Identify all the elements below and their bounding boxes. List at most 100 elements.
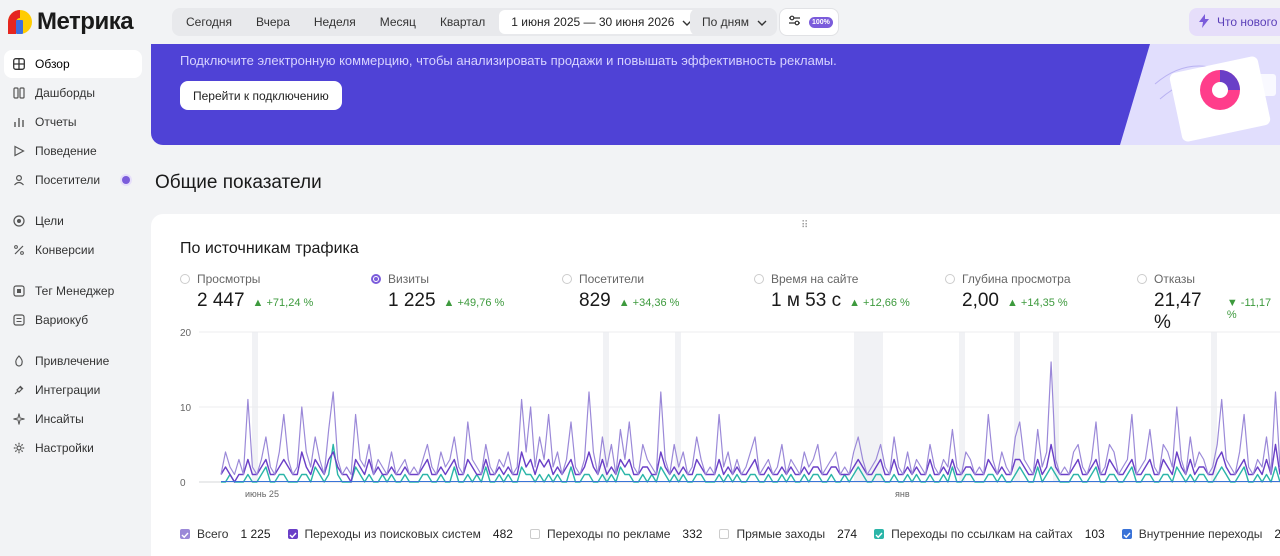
logo-text: Метрика <box>37 8 134 35</box>
sidebar-item-4[interactable]: Посетители <box>4 166 142 194</box>
metric-value-row: 829 ▲ +34,36 % <box>562 290 679 312</box>
sidebar-item-0[interactable]: Обзор <box>4 50 142 78</box>
sampling-badge: 100% <box>809 16 833 28</box>
sidebar-nav: Обзор Дашборды Отчеты Поведение Посетители Це… <box>4 50 142 463</box>
metric-3[interactable]: Время на сайте 1 м 53 с ▲ +12,66 % <box>754 272 910 312</box>
chevron-down-icon <box>757 15 767 29</box>
metric-radio[interactable] <box>562 274 572 284</box>
chart-svg: 20 10 0 июнь 25 янв <box>180 328 1280 499</box>
metric-label: Просмотры <box>180 272 313 286</box>
metric-radio[interactable] <box>1137 274 1147 284</box>
notification-dot <box>122 176 130 184</box>
percent-icon <box>12 244 25 257</box>
sidebar-item-5[interactable]: Цели <box>4 207 142 235</box>
period-week-button[interactable]: Неделя <box>313 15 356 29</box>
sidebar-item-11[interactable]: Инсайты <box>4 405 142 433</box>
sidebar-item-2[interactable]: Отчеты <box>4 108 142 136</box>
sidebar-item-label: Интеграции <box>35 383 101 397</box>
connect-button[interactable]: Перейти к подключению <box>180 81 342 110</box>
bar-chart-icon <box>12 116 25 129</box>
sidebar-item-3[interactable]: Поведение <box>4 137 142 165</box>
sampling-filter-button[interactable]: 100% <box>779 8 839 36</box>
legend-value: 332 <box>682 527 703 541</box>
sidebar-item-12[interactable]: Настройки <box>4 434 142 462</box>
series-line-search <box>220 443 1280 483</box>
metric-delta: ▲ +71,24 % <box>252 297 314 309</box>
legend-value: 274 <box>837 527 858 541</box>
sidebar-item-label: Вариокуб <box>35 313 89 327</box>
legend-item-0[interactable]: Всего 1 225 <box>180 527 271 541</box>
period-yesterday-button[interactable]: Вчера <box>256 15 290 29</box>
metric-radio[interactable] <box>754 274 764 284</box>
metric-value-row: 2 447 ▲ +71,24 % <box>180 290 313 312</box>
metric-label: Время на сайте <box>754 272 910 286</box>
drag-handle-icon[interactable]: ⠿ <box>801 220 808 231</box>
metric-value: 2 447 <box>197 290 245 311</box>
banner-text: Подключите электронную коммерцию, чтобы … <box>180 53 837 68</box>
metric-4[interactable]: Глубина просмотра 2,00 ▲ +14,35 % <box>945 272 1071 312</box>
metric-1[interactable]: Визиты 1 225 ▲ +49,76 % <box>371 272 504 312</box>
sparkle-icon <box>12 413 25 426</box>
period-month-button[interactable]: Месяц <box>379 15 416 29</box>
metric-value-row: 1 225 ▲ +49,76 % <box>371 290 504 312</box>
target-icon <box>12 215 25 228</box>
legend-item-3[interactable]: Прямые заходы 274 <box>719 527 857 541</box>
legend-item-5[interactable]: Внутренние переходы 28 <box>1121 527 1280 541</box>
metric-value: 829 <box>579 290 611 311</box>
chart-legend: Всего 1 225 Переходы из поисковых систем 48… <box>180 527 1280 541</box>
tag-icon <box>12 285 25 298</box>
whats-new-button[interactable]: Что нового <box>1189 8 1280 36</box>
metrica-logo-icon <box>7 9 33 35</box>
metric-label-text: Отказы <box>1154 272 1196 286</box>
traffic-chart: 20 10 0 июнь 25 янв <box>171 322 1280 499</box>
sidebar-item-7[interactable]: Тег Менеджер <box>4 277 142 305</box>
sidebar-item-10[interactable]: Интеграции <box>4 376 142 404</box>
legend-checkbox[interactable] <box>529 529 540 539</box>
y-tick-label: 10 <box>180 403 192 414</box>
legend-item-1[interactable]: Переходы из поисковых систем 482 <box>287 527 513 541</box>
gear-icon <box>12 442 25 455</box>
legend-checkbox[interactable] <box>287 529 298 539</box>
metric-value: 21,47 % <box>1154 290 1202 333</box>
widget-title: По источникам трафика <box>180 240 359 257</box>
sidebar-item-label: Дашборды <box>35 86 95 100</box>
sidebar-item-9[interactable]: Привлечение <box>4 347 142 375</box>
legend-checkbox[interactable] <box>1121 529 1132 539</box>
date-range-picker[interactable]: 1 июня 2025 — 30 июня 2026 <box>499 10 703 34</box>
legend-checkbox[interactable] <box>874 529 885 539</box>
metric-5[interactable]: Отказы 21,47 % ▼ -11,17 % <box>1137 272 1280 334</box>
metric-radio[interactable] <box>945 274 955 284</box>
sidebar-item-label: Посетители <box>35 173 101 187</box>
metric-label: Глубина просмотра <box>945 272 1071 286</box>
legend-label: Внутренние переходы <box>1138 527 1263 541</box>
metric-delta: ▲ +12,66 % <box>849 297 910 309</box>
legend-label: Прямые заходы <box>736 527 826 541</box>
metric-0[interactable]: Просмотры 2 447 ▲ +71,24 % <box>180 272 313 312</box>
legend-label: Переходы по ссылкам на сайтах <box>891 527 1073 541</box>
legend-value: 28 <box>1274 527 1280 541</box>
metric-radio[interactable] <box>180 274 190 284</box>
metric-radio[interactable] <box>371 274 381 284</box>
grouping-dropdown[interactable]: По дням <box>690 8 778 36</box>
period-today-button[interactable]: Сегодня <box>186 15 232 29</box>
period-quarter-button[interactable]: Квартал <box>439 15 486 29</box>
grouping-label: По дням <box>702 15 750 29</box>
play-icon <box>12 145 25 158</box>
metric-2[interactable]: Посетители 829 ▲ +34,36 % <box>562 272 679 312</box>
metric-delta: ▼ -11,17 % <box>1226 297 1272 321</box>
metric-value: 2,00 <box>962 290 999 311</box>
legend-label: Всего <box>197 527 229 541</box>
list-icon <box>12 314 25 327</box>
metric-label-text: Визиты <box>388 272 430 286</box>
legend-item-4[interactable]: Переходы по ссылкам на сайтах 103 <box>874 527 1105 541</box>
legend-item-2[interactable]: Переходы по рекламе 332 <box>529 527 703 541</box>
sidebar-item-8[interactable]: Вариокуб <box>4 306 142 334</box>
logo[interactable]: Метрика <box>7 8 134 35</box>
metric-value-row: 2,00 ▲ +14,35 % <box>945 290 1071 312</box>
sidebar-item-6[interactable]: Конверсии <box>4 236 142 264</box>
sidebar-item-1[interactable]: Дашборды <box>4 79 142 107</box>
metric-label-text: Глубина просмотра <box>962 272 1071 286</box>
legend-checkbox[interactable] <box>180 529 190 539</box>
legend-checkbox[interactable] <box>719 529 730 539</box>
metric-value: 1 225 <box>388 290 436 311</box>
